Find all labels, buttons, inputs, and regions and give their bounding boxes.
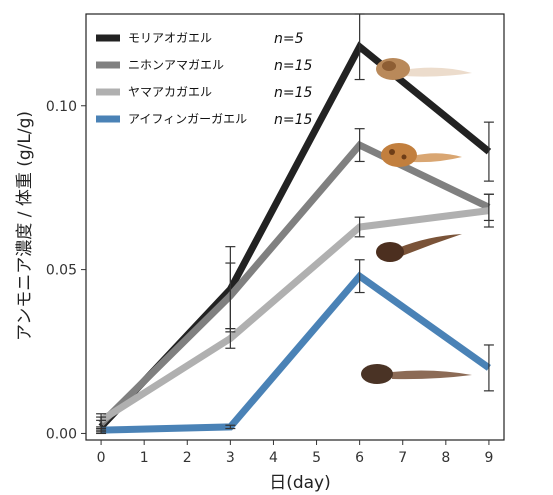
x-tick-label: 0 xyxy=(97,450,106,466)
tadpole-image-moriaogaeru xyxy=(376,58,472,80)
x-tick-label: 6 xyxy=(355,450,364,466)
x-tick-label: 7 xyxy=(398,450,407,466)
series-line-3 xyxy=(100,271,491,434)
error-bar-0-3 xyxy=(483,121,494,182)
x-tick-label: 3 xyxy=(226,450,235,466)
error-bar-0-2 xyxy=(354,13,365,81)
y-tick-label: 0.05 xyxy=(46,263,77,279)
legend-label-3: アイフィンガーガエル xyxy=(128,112,247,126)
legend-item-0: モリアオガエル n=5 xyxy=(96,31,304,47)
x-tick-label: 2 xyxy=(183,450,192,466)
y-ticks: 0.00 0.05 0.10 xyxy=(46,99,86,442)
error-bar-3-3 xyxy=(483,344,494,392)
legend-label-2: ヤマアカガエル xyxy=(128,85,212,99)
x-tick-label: 9 xyxy=(484,450,493,466)
error-bar-1-2 xyxy=(354,128,365,163)
error-bar-3-0 xyxy=(96,427,107,433)
y-axis-title: アンモニア濃度 / 体重 (g/L/g) xyxy=(15,111,35,341)
error-bar-3-1 xyxy=(225,424,236,430)
error-bar-2-0 xyxy=(96,413,107,428)
legend-label-0: モリアオガエル xyxy=(128,31,212,45)
x-tick-label: 4 xyxy=(269,450,278,466)
series-line-2 xyxy=(99,207,490,424)
error-bars xyxy=(96,13,494,435)
x-tick-label: 8 xyxy=(441,450,450,466)
legend: モリアオガエル n=5 ニホンアマガエル n=15 ヤマアカガエル n=15 ア… xyxy=(96,31,313,128)
x-tick-label: 5 xyxy=(312,450,321,466)
x-tick-label: 1 xyxy=(140,450,149,466)
series-line-1 xyxy=(98,140,491,427)
y-tick-label: 0.10 xyxy=(46,99,77,115)
tadpole-image-nihonamagaeru xyxy=(381,143,462,167)
legend-item-1: ニホンアマガエル n=15 xyxy=(96,58,313,74)
error-bar-2-3 xyxy=(483,193,494,228)
error-bar-2-1 xyxy=(225,327,236,349)
legend-item-3: アイフィンガーガエル n=15 xyxy=(96,112,313,128)
tadpole-image-yamaakagaeru xyxy=(376,234,462,262)
x-axis-title: 日(day) xyxy=(269,473,331,493)
error-bar-2-2 xyxy=(354,216,365,238)
y-tick-label: 0.00 xyxy=(46,426,77,442)
legend-label-1: ニホンアマガエル xyxy=(128,58,224,72)
x-ticks: 0 1 2 3 4 5 6 7 8 9 xyxy=(97,440,493,466)
plot-frame xyxy=(85,13,505,441)
tadpole-image-aifingaagaeru xyxy=(361,364,472,384)
error-bar-3-2 xyxy=(354,259,365,294)
legend-n-1: n=15 xyxy=(274,58,313,74)
legend-n-2: n=15 xyxy=(274,85,313,101)
legend-n-0: n=5 xyxy=(274,31,304,47)
legend-item-2: ヤマアカガエル n=15 xyxy=(96,85,313,101)
legend-n-3: n=15 xyxy=(274,112,313,128)
series-lines xyxy=(98,41,492,434)
